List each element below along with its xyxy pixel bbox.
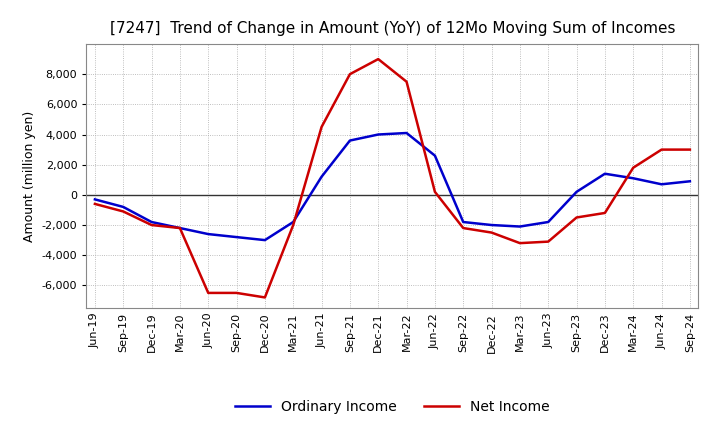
Ordinary Income xyxy=(119,204,127,209)
Net Income xyxy=(544,239,552,244)
Ordinary Income xyxy=(289,220,297,225)
Ordinary Income xyxy=(685,179,694,184)
Net Income xyxy=(459,225,467,231)
Ordinary Income xyxy=(402,130,411,136)
Ordinary Income xyxy=(657,182,666,187)
Net Income xyxy=(289,222,297,227)
Net Income xyxy=(600,210,609,216)
Ordinary Income xyxy=(346,138,354,143)
Ordinary Income xyxy=(233,235,241,240)
Net Income xyxy=(402,79,411,84)
Net Income xyxy=(119,209,127,214)
Ordinary Income xyxy=(629,176,637,181)
Net Income xyxy=(685,147,694,152)
Ordinary Income xyxy=(318,174,326,180)
Ordinary Income xyxy=(459,220,467,225)
Net Income xyxy=(318,125,326,130)
Ordinary Income xyxy=(431,153,439,158)
Title: [7247]  Trend of Change in Amount (YoY) of 12Mo Moving Sum of Incomes: [7247] Trend of Change in Amount (YoY) o… xyxy=(109,21,675,36)
Net Income xyxy=(374,56,382,62)
Net Income xyxy=(657,147,666,152)
Ordinary Income xyxy=(176,225,184,231)
Legend: Ordinary Income, Net Income: Ordinary Income, Net Income xyxy=(230,395,555,420)
Net Income xyxy=(91,201,99,206)
Ordinary Income xyxy=(600,171,609,176)
Net Income xyxy=(148,222,156,227)
Net Income xyxy=(629,165,637,170)
Ordinary Income xyxy=(91,197,99,202)
Line: Ordinary Income: Ordinary Income xyxy=(95,133,690,240)
Net Income xyxy=(516,241,524,246)
Ordinary Income xyxy=(148,220,156,225)
Line: Net Income: Net Income xyxy=(95,59,690,297)
Ordinary Income xyxy=(374,132,382,137)
Net Income xyxy=(487,230,496,235)
Net Income xyxy=(572,215,581,220)
Ordinary Income xyxy=(516,224,524,229)
Net Income xyxy=(346,72,354,77)
Net Income xyxy=(261,295,269,300)
Y-axis label: Amount (million yen): Amount (million yen) xyxy=(23,110,36,242)
Ordinary Income xyxy=(544,220,552,225)
Ordinary Income xyxy=(572,189,581,194)
Net Income xyxy=(233,290,241,296)
Net Income xyxy=(204,290,212,296)
Ordinary Income xyxy=(261,238,269,243)
Net Income xyxy=(176,225,184,231)
Ordinary Income xyxy=(487,222,496,227)
Ordinary Income xyxy=(204,231,212,237)
Net Income xyxy=(431,189,439,194)
